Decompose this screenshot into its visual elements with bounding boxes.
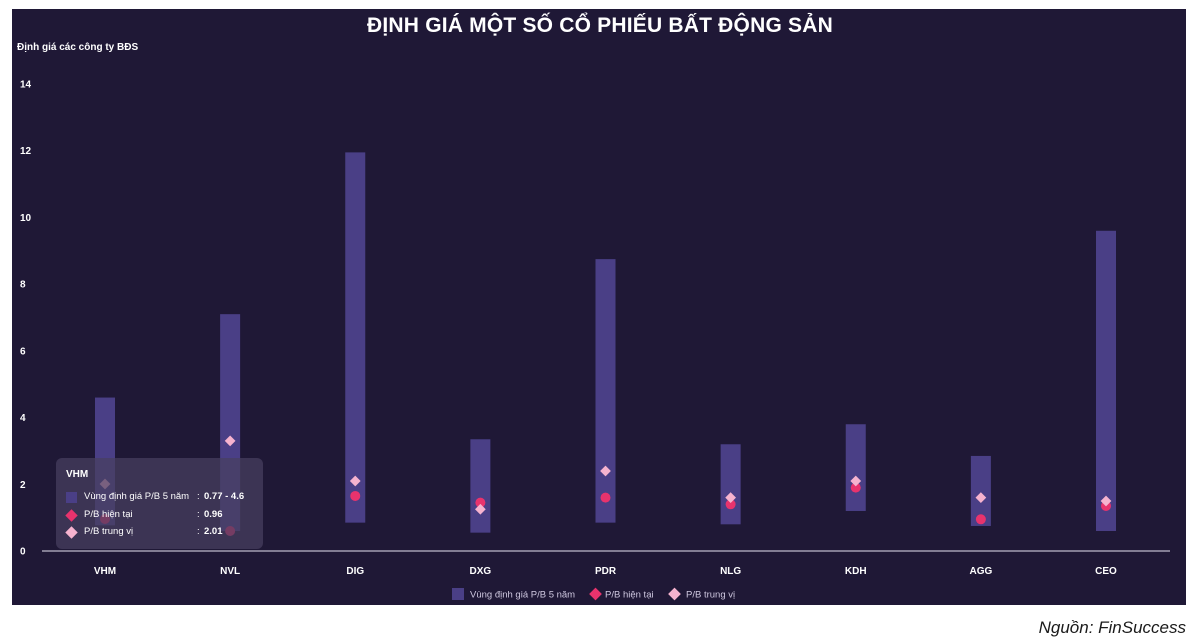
legend: Vùng định giá P/B 5 năm P/B hiện tại P/B t… [452,587,735,601]
tooltip-label: P/B trung vị [84,526,134,537]
current-diamond-icon [65,509,78,522]
range-bar[interactable] [470,439,491,533]
x-tick-label: AGG [969,566,992,577]
tooltip-title: VHM [66,469,89,480]
current-pb-point[interactable] [350,490,361,501]
y-tick-label: 10 [20,213,32,224]
x-tick-label: PDR [595,566,617,577]
range-bar[interactable] [595,259,616,523]
range-bar[interactable] [1096,230,1116,531]
y-tick-label: 4 [20,413,26,424]
y-tick-label: 8 [20,280,26,291]
tooltip-sep: : [197,491,200,502]
tooltip-sep: : [197,509,200,520]
median-pb-diamond[interactable] [349,475,361,487]
chart-title: ĐỊNH GIÁ MỘT SỐ CỔ PHIẾU BẤT ĐỘNG SẢN [367,14,833,37]
tooltip-value: 2.01 [204,526,223,537]
x-tick-label: NLG [720,566,741,577]
x-tick-label: DXG [470,566,492,577]
x-tick-label: CEO [1095,566,1117,577]
current-pb-point[interactable] [725,499,736,510]
median-diamond-icon [65,526,78,539]
tooltip-row-current: P/B hiện tại : 0.96 [65,509,261,523]
x-tick-labels: VHM NVL DIG DXG PDR NLG KDH AGG CEO [94,566,1117,577]
range-swatch-icon [66,492,77,503]
legend-current-diamond-icon [589,587,602,601]
y-ticks: 0 2 4 6 8 10 12 14 [20,80,32,558]
legend-median-diamond-icon [668,587,681,601]
source-note: Nguồn: FinSuccess [1038,618,1186,637]
range-bar[interactable] [720,444,741,525]
legend-label: P/B trung vị [686,590,735,601]
y-tick-label: 6 [20,346,26,357]
legend-label: P/B hiện tại [605,590,654,601]
range-bar[interactable] [345,152,366,523]
median-pb-diamond[interactable] [975,492,987,504]
current-pb-point[interactable] [850,482,861,493]
tooltip-value: 0.96 [204,509,223,520]
median-pb-diamond[interactable] [1100,495,1112,507]
tooltip-sep: : [197,526,200,537]
tooltip-label: P/B hiện tại [84,509,133,520]
x-tick-label: DIG [346,566,364,577]
y-tick-label: 12 [20,146,32,157]
tooltip-row-median: P/B trung vị : 2.01 [65,526,261,540]
tooltip-value: 0.77 - 4.6 [204,491,245,502]
x-tick-label: VHM [94,566,116,577]
y-tick-label: 2 [20,480,26,491]
y-tick-label: 14 [20,80,32,91]
median-pb-diamond[interactable] [725,492,736,504]
y-tick-label: 0 [20,547,26,558]
y-axis-title: Định giá các công ty BĐS [17,42,139,53]
range-bar[interactable] [970,455,991,526]
range-bar[interactable] [845,424,866,511]
median-pb-diamond[interactable] [224,435,236,447]
legend-range-swatch-icon [452,588,464,600]
current-pb-point[interactable] [975,514,986,525]
legend-label: Vùng định giá P/B 5 năm [470,590,575,601]
tooltip-label: Vùng định giá P/B 5 năm [84,491,190,502]
tooltip: VHM Vùng định giá P/B 5 năm : 0.77 - 4.6… [56,458,263,549]
current-pb-point[interactable] [475,497,486,508]
median-pb-diamond[interactable] [475,503,486,515]
tooltip-row-range: Vùng định giá P/B 5 năm : 0.77 - 4.6 [66,491,261,505]
x-tick-label: NVL [220,566,240,577]
x-tick-label: KDH [845,566,867,577]
current-pb-point[interactable] [600,492,611,503]
